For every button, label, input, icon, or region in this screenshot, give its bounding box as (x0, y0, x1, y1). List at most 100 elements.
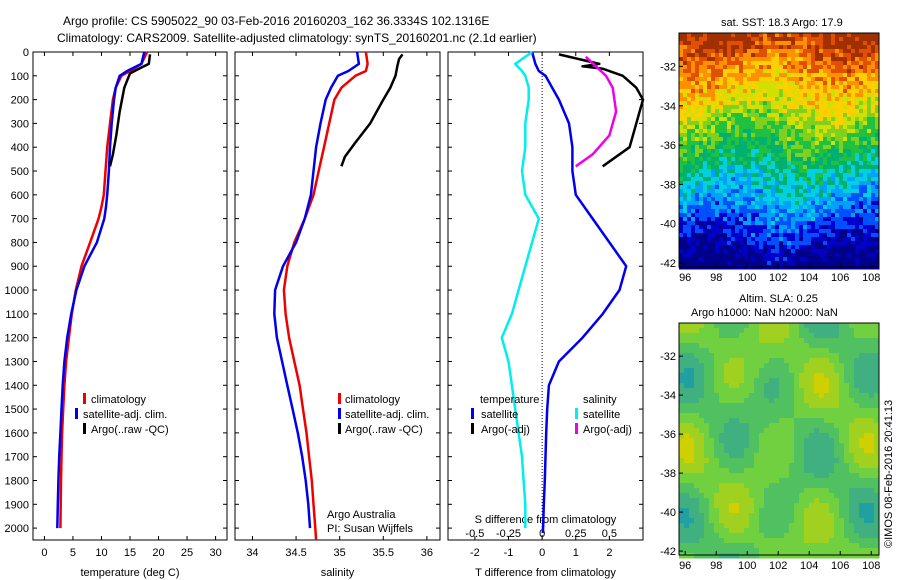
map-cell (771, 217, 776, 222)
map-cell (711, 129, 716, 134)
map-cell (779, 245, 784, 250)
map-cell (779, 77, 784, 82)
map-cell (771, 249, 776, 254)
map-cell (747, 181, 752, 186)
map-cell (743, 145, 748, 150)
map-cell (864, 423, 870, 429)
legend-swatch-climatology (83, 393, 86, 404)
map-cell (815, 261, 820, 266)
map-cell (834, 528, 840, 534)
map-cell (719, 408, 725, 414)
map-cell (824, 468, 830, 474)
map-cell (779, 523, 785, 529)
map-cell (795, 85, 800, 90)
map-cell (827, 85, 832, 90)
map-cell (835, 165, 840, 170)
map-cell (771, 133, 776, 138)
map-cell (787, 217, 792, 222)
map-cell (775, 237, 780, 242)
map-cell (809, 343, 815, 349)
map-cell (807, 145, 812, 150)
map-cell (751, 249, 756, 254)
map-cell (734, 408, 740, 414)
map-cell (849, 393, 855, 399)
map-cell (739, 253, 744, 258)
map-cell (839, 125, 844, 130)
map-cell (871, 229, 876, 234)
map-cell (679, 157, 684, 162)
map-cell (747, 81, 752, 86)
map-cell (875, 73, 880, 78)
map-cell (759, 393, 765, 399)
map-cell (794, 453, 800, 459)
map-cell (823, 133, 828, 138)
map-cell (715, 101, 720, 106)
map-cell (775, 213, 780, 218)
map-cell (691, 77, 696, 82)
map-cell (847, 137, 852, 142)
map-cell (683, 221, 688, 226)
map-cell (847, 49, 852, 54)
map-cell (709, 433, 715, 439)
map-cell (767, 141, 772, 146)
map-cell (707, 101, 712, 106)
map-cell (784, 378, 790, 384)
map-cell (829, 538, 835, 544)
map-cell (763, 141, 768, 146)
map-cell (807, 49, 812, 54)
map-cell (811, 133, 816, 138)
map-cell (823, 105, 828, 110)
map-cell (855, 61, 860, 66)
map-cell (863, 213, 868, 218)
map-cell (699, 149, 704, 154)
map-cell (783, 229, 788, 234)
map-cell (819, 181, 824, 186)
map-cell (699, 398, 705, 404)
map-cell (844, 363, 850, 369)
map-cell (824, 448, 830, 454)
map-cell (719, 121, 724, 126)
map-cell (803, 69, 808, 74)
map-cell (799, 423, 805, 429)
map-cell (707, 93, 712, 98)
map-cell (729, 328, 735, 334)
map-cell (764, 413, 770, 419)
map-cell (679, 343, 685, 349)
map-cell (774, 503, 780, 509)
map-cell (779, 129, 784, 134)
map-cell (687, 153, 692, 158)
map-cell (771, 85, 776, 90)
map-cell (811, 57, 816, 62)
map-cell (835, 169, 840, 174)
map-cell (854, 533, 860, 539)
map-cell (714, 503, 720, 509)
map-cell (847, 117, 852, 122)
map-cell (754, 493, 760, 499)
map-cell (859, 57, 864, 62)
map-cell (715, 177, 720, 182)
map-cell (703, 101, 708, 106)
map-cell (791, 229, 796, 234)
map-cell (684, 398, 690, 404)
map-cell (739, 173, 744, 178)
map-cell (739, 249, 744, 254)
map-cell (809, 328, 815, 334)
map-cell (824, 383, 830, 389)
map-cell (807, 33, 812, 38)
map-cell (843, 245, 848, 250)
map-cell (831, 197, 836, 202)
map-cell (739, 153, 744, 158)
map-cell (859, 101, 864, 106)
map-cell (734, 403, 740, 409)
map-cell (724, 428, 730, 434)
map-cell (715, 45, 720, 50)
map-cell (759, 233, 764, 238)
map-cell (804, 468, 810, 474)
map-cell (791, 177, 796, 182)
map-cell (691, 61, 696, 66)
credit-pi: PI: Susan Wijffels (327, 523, 413, 535)
map-cell (719, 125, 724, 130)
map-cell (867, 125, 872, 130)
map-cell (703, 73, 708, 78)
map-cell (843, 225, 848, 230)
